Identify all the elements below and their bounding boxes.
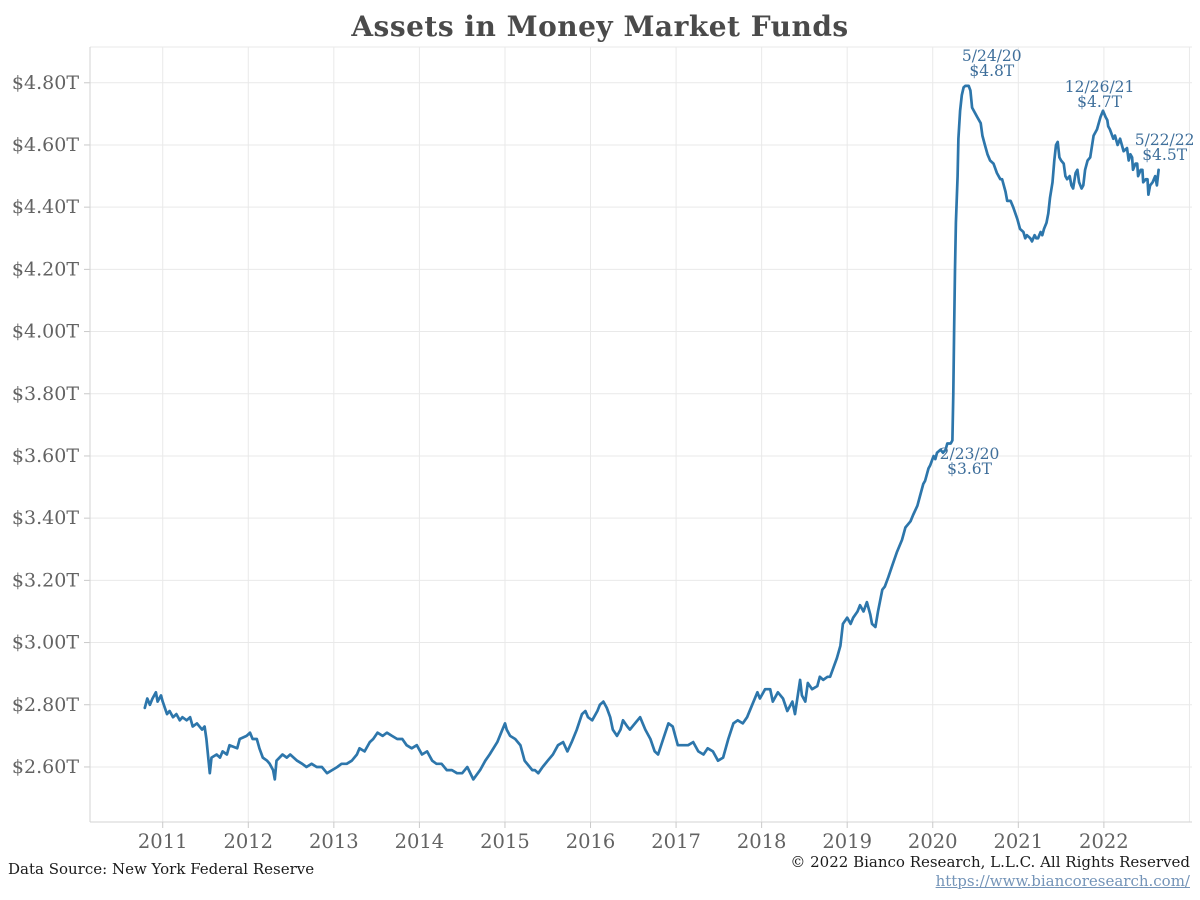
x-tick-label: 2017 — [651, 830, 701, 853]
copyright-label: © 2022 Bianco Research, L.L.C. All Right… — [790, 853, 1190, 871]
y-tick-label: $3.00T — [12, 632, 79, 654]
y-tick-label: $4.00T — [12, 321, 79, 343]
y-tick-label: $4.40T — [12, 196, 79, 218]
x-tick-label: 2011 — [138, 830, 188, 853]
x-tick-label: 2015 — [480, 830, 530, 853]
y-tick-label: $2.60T — [12, 756, 79, 778]
data-series-line — [143, 84, 1160, 781]
y-tick-label: $3.80T — [12, 383, 79, 405]
x-tick-label: 2022 — [1079, 830, 1129, 853]
x-tick-label: 2016 — [566, 830, 616, 853]
y-tick-label: $3.40T — [12, 507, 79, 529]
y-tick-label: $4.60T — [12, 134, 79, 156]
x-tick-label: 2021 — [993, 830, 1043, 853]
x-tick-label: 2018 — [737, 830, 787, 853]
y-tick-label: $4.20T — [12, 258, 79, 280]
website-link[interactable]: https://www.biancoresearch.com/ — [935, 872, 1190, 890]
point-annotation: 5/22/22 $4.5T — [1135, 131, 1195, 164]
x-tick-label: 2020 — [908, 830, 958, 853]
line-chart: $2.60T $2.80T $3.00T $3.20T $3.40T $3.60T $3.8… — [12, 46, 1195, 853]
data-source-label: Data Source: New York Federal Reserve — [8, 860, 315, 878]
y-tick-label: $3.60T — [12, 445, 79, 467]
chart-title: Assets in Money Market Funds — [351, 10, 849, 43]
x-tick-label: 2019 — [822, 830, 872, 853]
y-tick-label: $3.20T — [12, 569, 79, 591]
point-annotation: 2/23/20 $3.6T — [940, 445, 1000, 478]
x-tick-label: 2012 — [223, 830, 273, 853]
footer-credit: © 2022 Bianco Research, L.L.C. All Right… — [790, 853, 1190, 891]
point-annotation: 5/24/20 $4.8T — [962, 47, 1022, 80]
y-tick-label: $4.80T — [12, 72, 79, 94]
x-tick-label: 2014 — [395, 830, 445, 853]
x-tick-label: 2013 — [309, 830, 359, 853]
point-annotation: 12/26/21 $4.7T — [1065, 78, 1135, 111]
y-tick-label: $2.80T — [12, 694, 79, 716]
